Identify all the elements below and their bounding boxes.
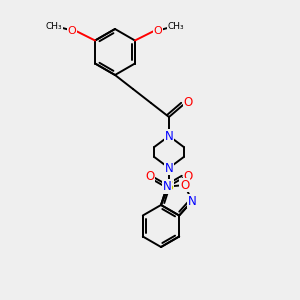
Text: N: N	[188, 194, 197, 208]
Text: N: N	[165, 130, 173, 142]
Text: O: O	[183, 169, 193, 182]
Text: O: O	[183, 97, 193, 110]
Text: N: N	[165, 161, 173, 175]
Text: CH₃: CH₃	[46, 22, 62, 31]
Text: N: N	[163, 180, 171, 193]
Text: O: O	[68, 26, 76, 35]
Text: O: O	[180, 178, 189, 192]
Text: CH₃: CH₃	[168, 22, 184, 31]
Text: O: O	[154, 26, 162, 35]
Text: S: S	[165, 179, 173, 193]
Text: O: O	[146, 169, 154, 182]
